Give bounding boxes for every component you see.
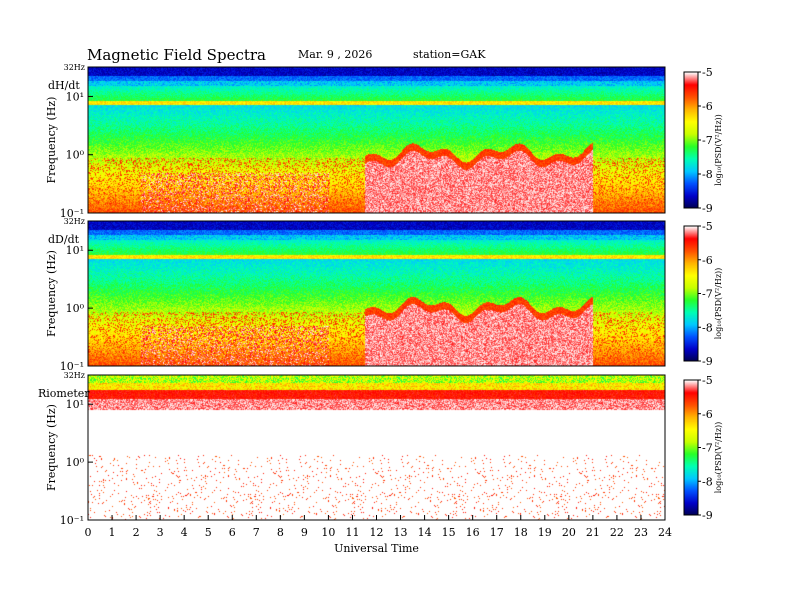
panel-frame-2 — [87, 220, 666, 367]
y-tick-label: 10¹ — [66, 90, 84, 103]
y-tick-label: 10⁻¹ — [60, 207, 84, 220]
y-tick-label: 10⁰ — [66, 456, 85, 469]
colorbar-tick-label: -9 — [702, 509, 713, 522]
chart-title: Magnetic Field Spectra — [87, 46, 266, 64]
colorbar-tick-label: -7 — [702, 288, 713, 301]
y-tick-label: 10¹ — [66, 244, 84, 257]
y-tick-label: 10⁻¹ — [60, 360, 84, 373]
panel-label-2: dD/dt — [48, 233, 80, 246]
colorbar-label-3: log₁₀(PSD(V²/Hz)) — [714, 422, 723, 494]
colorbar-tick-label: -8 — [702, 321, 713, 334]
colorbar-tick-label: -9 — [702, 202, 713, 215]
colorbar-tick-label: -6 — [702, 100, 713, 113]
colorbar-tick-label: -9 — [702, 355, 713, 368]
spectrogram-image-2 — [88, 221, 665, 366]
colorbar-3 — [684, 380, 698, 515]
colorbar-tick-label: -7 — [702, 442, 713, 455]
x-tick-label: 20 — [562, 526, 576, 539]
x-tick-label: 16 — [466, 526, 480, 539]
x-tick-label: 9 — [301, 526, 308, 539]
colorbar-tick-label: -5 — [702, 220, 713, 233]
y-axis-label-3: Frequency (Hz) — [45, 404, 58, 491]
y-top-label-3: 32Hz — [64, 371, 85, 380]
spectrogram-image-3 — [88, 375, 665, 520]
x-tick-label: 2 — [133, 526, 140, 539]
panel-frame-1 — [87, 66, 666, 214]
x-tick-label: 21 — [586, 526, 600, 539]
x-tick-label: 0 — [85, 526, 92, 539]
x-tick-label: 1 — [109, 526, 116, 539]
x-tick-label: 13 — [394, 526, 408, 539]
x-tick-label: 24 — [658, 526, 672, 539]
colorbar-label-1: log₁₀(PSD(V²/Hz)) — [714, 114, 723, 186]
chart-date: Mar. 9 , 2026 — [298, 48, 372, 61]
x-tick-label: 22 — [610, 526, 624, 539]
colorbar-label-2: log₁₀(PSD(V²/Hz)) — [714, 268, 723, 340]
colorbar-2 — [684, 226, 698, 361]
x-tick-label: 7 — [253, 526, 260, 539]
y-tick-label: 10⁰ — [66, 302, 85, 315]
panel-label-3: Riometer — [38, 387, 90, 400]
y-top-label-1: 32Hz — [64, 63, 85, 72]
colorbar-tick-label: -8 — [702, 168, 713, 181]
colorbar-1 — [684, 72, 698, 208]
y-tick-label: 10⁻¹ — [60, 514, 84, 527]
x-tick-label: 4 — [181, 526, 188, 539]
y-top-label-2: 32Hz — [64, 217, 85, 226]
x-tick-label: 11 — [345, 526, 359, 539]
x-tick-label: 5 — [205, 526, 212, 539]
panel-label-1: dH/dt — [48, 79, 80, 92]
colorbar-tick-label: -6 — [702, 408, 713, 421]
x-tick-label: 6 — [229, 526, 236, 539]
colorbar-tick-label: -7 — [702, 134, 713, 147]
x-tick-label: 15 — [442, 526, 456, 539]
x-tick-label: 3 — [157, 526, 164, 539]
x-tick-label: 14 — [418, 526, 432, 539]
y-axis-label-1: Frequency (Hz) — [45, 97, 58, 184]
y-tick-label: 10⁰ — [66, 149, 85, 162]
colorbar-tick-label: -5 — [702, 374, 713, 387]
x-tick-label: 17 — [490, 526, 504, 539]
y-tick-label: 10¹ — [66, 398, 84, 411]
colorbar-tick-label: -6 — [702, 254, 713, 267]
colorbar-tick-label: -8 — [702, 475, 713, 488]
station-label: station=GAK — [413, 48, 486, 61]
colorbar-tick-label: -5 — [702, 66, 713, 79]
x-tick-label: 10 — [321, 526, 335, 539]
x-tick-label: 19 — [538, 526, 552, 539]
x-tick-label: 23 — [634, 526, 648, 539]
x-tick-label: 18 — [514, 526, 528, 539]
x-tick-label: 8 — [277, 526, 284, 539]
y-axis-label-2: Frequency (Hz) — [45, 250, 58, 337]
x-axis-label: Universal Time — [334, 542, 419, 555]
spectrogram-image-1 — [88, 67, 665, 213]
x-tick-label: 12 — [370, 526, 384, 539]
